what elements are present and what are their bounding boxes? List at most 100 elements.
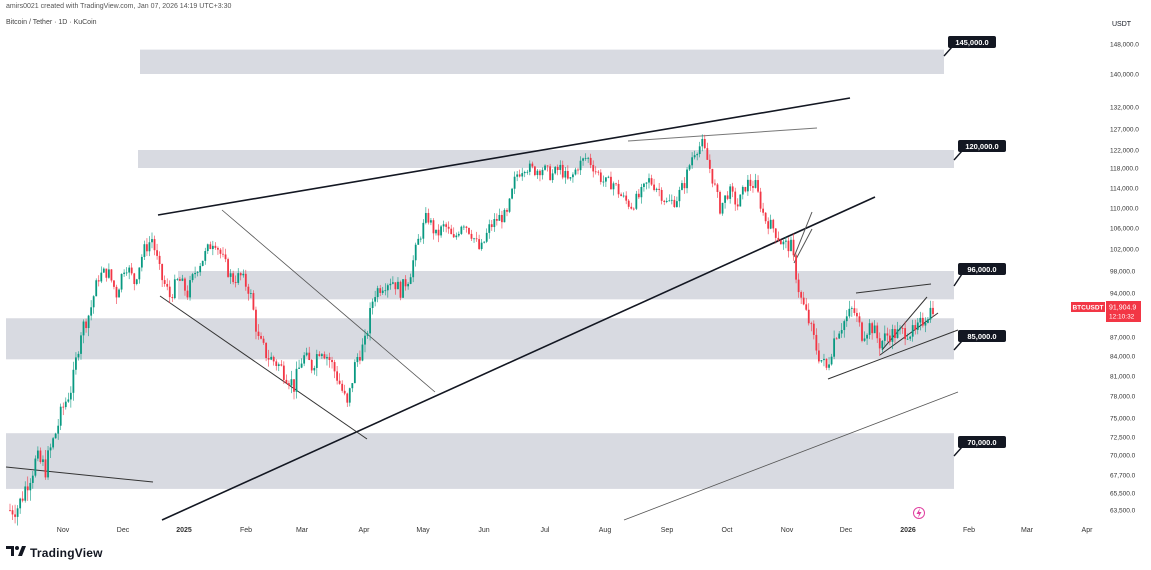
trendline[interactable]	[623, 391, 959, 521]
candle-body	[914, 325, 917, 330]
candle-body	[856, 312, 858, 317]
candle-body	[582, 158, 584, 161]
zone-band	[6, 433, 954, 489]
level-callout-box	[958, 330, 1006, 342]
candle-body	[708, 159, 711, 169]
trendline[interactable]	[221, 209, 436, 393]
trendline[interactable]	[855, 283, 932, 294]
trendline[interactable]	[157, 97, 851, 216]
candle-body	[138, 267, 141, 280]
last-price-countdown: 12:10:32	[1109, 314, 1135, 321]
y-axis: 148,000.0 140,000.0 132,000.0 127,000.0 122,…	[1110, 42, 1139, 515]
trendlines	[5, 97, 959, 521]
candle-body	[249, 293, 252, 294]
x-axis: Nov Dec 2025 Feb Mar Apr May Jun Jul Aug Sep Oct Nov…	[57, 527, 1093, 534]
candle-body	[222, 253, 224, 255]
candle-body	[622, 195, 625, 197]
candle-body	[541, 169, 544, 176]
tradingview-logo[interactable]: TradingView	[6, 545, 103, 560]
candle-body	[635, 193, 638, 209]
x-tick-label: Oct	[722, 527, 733, 534]
candle-body	[123, 272, 126, 274]
zone-band	[178, 271, 954, 300]
candle-body	[394, 282, 397, 290]
candle-body	[668, 200, 671, 202]
candle-body	[255, 309, 257, 332]
candle-body	[366, 333, 369, 336]
candle-body	[252, 293, 255, 310]
candle-body	[156, 250, 158, 256]
candle-body	[204, 251, 207, 261]
candle-body	[67, 399, 70, 402]
candle-body	[655, 188, 658, 190]
candle-body	[858, 316, 861, 323]
candle-body	[135, 279, 138, 285]
candle-body	[764, 212, 767, 222]
level-callout-box	[958, 263, 1006, 275]
y-tick-label: 67,700.0	[1110, 473, 1136, 480]
candle-body	[384, 290, 387, 292]
candle-body	[790, 239, 792, 252]
candle-body	[800, 292, 803, 298]
candle-body	[739, 194, 742, 207]
candle-body	[465, 226, 468, 228]
candle-body	[333, 362, 336, 372]
candle-body	[531, 163, 534, 167]
candle-body	[493, 219, 496, 228]
candle-body	[26, 486, 29, 491]
candle-body	[399, 281, 402, 298]
symbol-title: Bitcoin / Tether · 1D · KuCoin	[6, 19, 97, 26]
candle-body	[148, 242, 151, 252]
level-callout-label: 96,000.0	[967, 265, 996, 274]
candlesticks	[9, 134, 934, 526]
y-tick-label: 78,000.0	[1110, 394, 1136, 401]
candle-body	[402, 279, 404, 298]
candle-body	[637, 193, 640, 198]
candle-body	[876, 325, 879, 339]
lightning-icon[interactable]	[913, 507, 925, 519]
candle-body	[153, 239, 156, 251]
candle-body	[617, 183, 620, 195]
candle-body	[224, 254, 227, 260]
trendline[interactable]	[5, 466, 154, 483]
candle-body	[683, 183, 686, 189]
trendline[interactable]	[793, 228, 813, 264]
trendline[interactable]	[161, 196, 876, 521]
candle-body	[181, 278, 184, 281]
trendline[interactable]	[627, 127, 818, 142]
x-tick-label: Jun	[478, 527, 489, 534]
trendline[interactable]	[827, 329, 959, 380]
last-price-tag	[1106, 301, 1141, 322]
trendline[interactable]	[159, 295, 368, 440]
candle-body	[445, 224, 448, 227]
candle-body	[146, 244, 148, 252]
candle-body	[906, 338, 909, 340]
candle-body	[604, 177, 607, 182]
candle-body	[364, 335, 366, 345]
candle-body	[75, 357, 77, 370]
candle-body	[779, 240, 782, 245]
candle-body	[39, 450, 42, 463]
candle-body	[772, 219, 775, 229]
candle-body	[351, 383, 354, 389]
candle-body	[546, 165, 549, 167]
candle-body	[566, 170, 569, 179]
candle-body	[14, 514, 16, 517]
candle-body	[232, 273, 235, 283]
candle-body	[888, 335, 891, 342]
candle-body	[833, 338, 836, 357]
candle-body	[11, 510, 14, 515]
candle-body	[272, 356, 275, 362]
candle-body	[265, 342, 268, 359]
candle-body	[521, 173, 524, 177]
candle-body	[341, 383, 344, 391]
level-callout-pointer	[953, 150, 963, 161]
candle-body	[24, 486, 27, 501]
candle-body	[574, 169, 577, 175]
candle-body	[36, 450, 39, 459]
candle-body	[795, 255, 797, 280]
candle-body	[457, 233, 460, 236]
trendline[interactable]	[793, 211, 813, 258]
candle-body	[698, 146, 701, 155]
